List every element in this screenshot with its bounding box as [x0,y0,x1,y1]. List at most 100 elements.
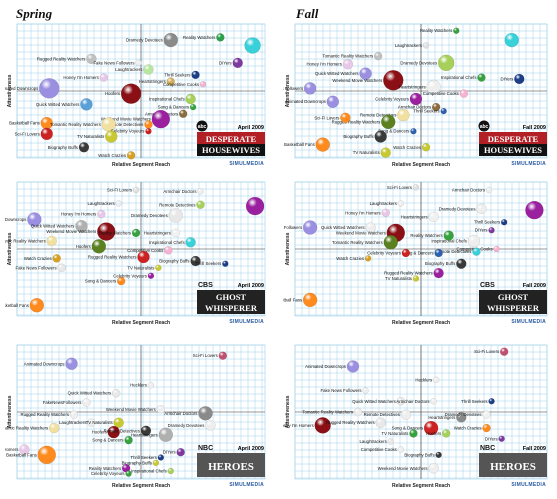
bubble-label: Quick Witted Watchers [352,399,396,404]
bubble-laughtrackers: Laughtrackers [395,42,430,49]
bubble-inspirational-chefs: Inspirational Chefs [149,93,196,105]
bubble-mark [199,81,207,88]
bubble-label: Biography Buffs [343,134,373,139]
bubble-diyers: DIYers [219,57,243,69]
bubble-basketball-fans: Basketball Fans [6,445,56,465]
bubble-label: DIYers [219,60,232,65]
bubble-label: Inspirational Chefs [441,75,477,80]
logo-line: HOUSEWIVES [202,145,260,155]
bubble-tv-naturalists: TV Naturalists [86,417,124,428]
bubble-label: Fake News Followers [283,225,302,230]
chart-dh-spring: Relative Segment ReachAttentivenessDrame… [5,23,266,168]
bubble-mark [137,250,150,264]
bubble-label: DIYers [501,76,514,81]
bubble-inspirational-chefs: Inspirational Chefs [431,234,481,248]
bubble-label: Basketball Fans [283,297,302,302]
logo-line: HOUSEWIVES [484,145,542,155]
bubble-label: Thrill Seekers [131,455,157,460]
bubble-mark [493,245,500,253]
bubble-label: Biography Buffs [404,452,434,457]
y-axis-title: Attentiveness [285,395,291,428]
bubble-label: Watch Crazies [393,145,421,150]
bubble-label: Thrill Seekers [164,72,190,77]
bubble-bubble [245,196,265,216]
bubble-tomantic-reality-watchers: Tomantic Reality Watchers [50,117,116,132]
bubble-mark [147,382,155,389]
logo-band [197,144,265,156]
bubble-label: Dramedy Devotees [400,60,437,65]
bubble-mark [113,417,124,428]
bubble-mark [145,128,152,135]
brand-mark: SIMULMEDIA [229,319,264,325]
bubble-mark [456,412,467,423]
x-axis-title: Relative Segment Reach [392,162,450,168]
bubble-label: Heartstringers [428,415,455,420]
network-label: abc [198,124,207,130]
show-logo: HEROES NBC April 2009 [197,445,265,477]
bubble-mark [485,186,493,194]
bubble-hoofers: Hoofers [92,425,120,439]
bubble-mark [459,89,468,98]
bubble-tomantic-reality-watchers: Tomantic Reality Watchers [322,52,383,61]
bubble-quick-witted-watchers: Quick Witted Watchers [321,222,376,233]
network-badge: CBS [480,282,495,289]
chart-heroes-fall: Relative Segment ReachAttentivenessSci-F… [283,344,548,489]
bubble-mark [443,230,454,241]
bubble-mark [158,427,173,442]
bubble-mark [375,417,386,428]
bubble-inspirational-chefs: Inspirational Chefs [441,73,486,82]
bubble-mark [57,263,66,272]
bubble-mark [40,127,53,141]
bubble-label: Inspirational Chefs [149,97,185,102]
bubble-label: Heartstringers [401,214,428,219]
bubble-biography-buffs: Biography Buffs [48,142,90,153]
bubble-label: Weekend Movie Watchers [46,229,96,234]
bubble-hoofers: Hoofers [76,239,106,254]
bubble-hecklers: Hecklers [130,382,155,389]
date-tag: Fall 2009 [523,283,546,289]
bubble-label: Celebrity Voyeurs [113,273,147,278]
bubble-label: Sci-Fi Lovers [314,115,339,120]
bubble-label: Honey I'm Homers [345,210,380,215]
bubble-biography-buffs: Biography Buffs [159,255,201,267]
bubble-weekend-movie-watchers: Weekend Movie Watchers [46,222,116,241]
logo-line: WHISPERER [205,303,258,313]
bubble-label: Fake News Followers [320,388,361,393]
bubble-celebrity-voyeurs: Celebrity Voyeurs [91,470,132,477]
bubble-mark [362,387,369,394]
y-axis-title: Attentiveness [7,74,13,107]
bubble-mark [409,92,423,106]
bubble-label: Laughtrackers [370,201,397,206]
bubble-label: Remote Detectives [435,249,471,254]
bubble-label: Remote Detectives [159,202,195,207]
bubble-label: Competitive Cooks [127,248,163,253]
bubble-armchair-doctors: Armchair Doctors [164,406,213,421]
bubble-mark [78,142,90,153]
bubble-label: Animated Downcrops [24,361,65,366]
bubble-mark [412,184,420,191]
bubble-label: Weekend Movie Watchers [332,78,382,83]
bubble-label: TV Naturalists [385,276,412,281]
bubble-label: Sci-Fi Lovers [193,353,218,358]
bubble-label: Quick Witted Watchers [321,225,365,230]
bubble-mark [232,57,243,69]
bubble-mark [434,248,443,258]
bubble-mark [456,258,467,269]
bubble-label: Weekend Movie Watchers [101,117,151,122]
bubble-tv-naturalists: TV Naturalists [381,429,418,438]
bubble-label: Hoofers [426,431,441,436]
bubble-dramedy-devotees: Dramedy Devotees [126,32,178,48]
bubble-mark [143,64,154,75]
bubble-mark [107,425,120,439]
bubble-mark [435,451,442,459]
bubble-bubble [504,32,519,48]
bubble-mark [167,467,174,475]
bubble-mark [19,444,30,455]
bubble-label: Song & Dancers [92,438,123,443]
bubble-mark [156,405,165,414]
network-badge: abc [478,120,490,132]
brand-mark: SIMULMEDIA [511,319,546,325]
bubble-label: Watch Crazies [98,153,126,158]
bubble-label: DIYers [475,228,488,233]
bubble-armchair-doctors: Armchair Doctors [452,186,493,194]
